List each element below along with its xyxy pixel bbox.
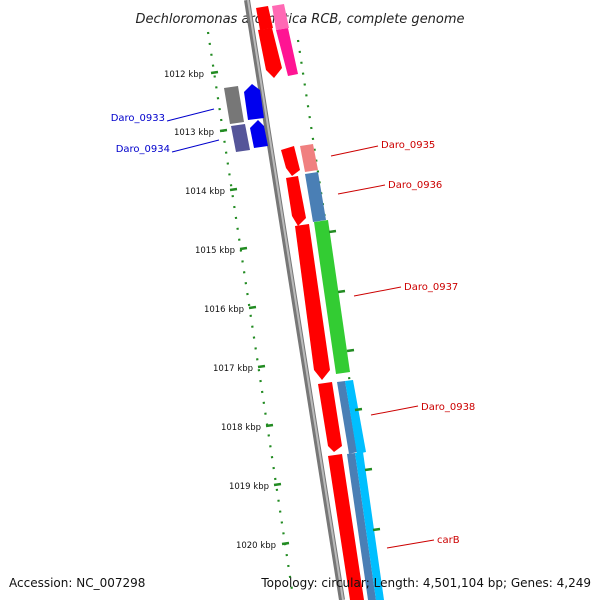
scale-tick-1017 xyxy=(257,364,266,369)
footer-summary: Topology: circular; Length: 4,501,104 bp… xyxy=(260,576,591,590)
gene-block-daro-0938-blue xyxy=(337,381,357,454)
gene-label-daro-0934[interactable]: Daro_0934 xyxy=(116,144,170,155)
leader-line-daro-0936 xyxy=(337,184,386,195)
scale-ticks xyxy=(210,70,290,546)
gene-block-daro-0935-salmon xyxy=(300,144,318,172)
gene-label-daro-0933[interactable]: Daro_0933 xyxy=(111,113,165,124)
scale-tick-1013 xyxy=(219,128,228,133)
gene-arrow-daro-0934 xyxy=(250,120,268,148)
gene-label-daro-0938[interactable]: Daro_0938 xyxy=(421,402,475,413)
gene-block-daro-0934-slate xyxy=(231,124,250,152)
gene-label-daro-0937[interactable]: Daro_0937 xyxy=(404,282,458,293)
scale-label-1016: 1016 kbp xyxy=(204,305,244,315)
leader-line-daro-0935 xyxy=(330,145,379,157)
gc-tick xyxy=(346,348,355,353)
gene-arrow-daro-0938 xyxy=(318,382,342,452)
scale-label-1018: 1018 kbp xyxy=(221,423,261,433)
gene-arrow-daro-0933 xyxy=(244,84,264,120)
scale-label-1020: 1020 kbp xyxy=(236,541,276,551)
gc-tick xyxy=(372,527,381,532)
gene-label-daro-0936[interactable]: Daro_0936 xyxy=(388,180,442,191)
gene-block-daro-0937-green xyxy=(314,220,350,374)
gene-label-daro-0935[interactable]: Daro_0935 xyxy=(381,140,435,151)
scale-tick-1019 xyxy=(273,482,282,487)
leader-line-daro-0934 xyxy=(171,139,220,153)
leader-line-daro-0933 xyxy=(166,108,215,122)
gene-block-top-red-2 xyxy=(256,6,273,30)
genome-backbone-highlight xyxy=(247,0,344,600)
gene-block-top-pink-2 xyxy=(272,4,289,30)
gene-label-carb[interactable]: carB xyxy=(437,535,460,546)
footer-accession: Accession: NC_007298 xyxy=(9,576,145,590)
scale-label-1017: 1017 kbp xyxy=(213,364,253,374)
gene-arrow-top-red xyxy=(258,28,282,78)
gene-block-top-pink xyxy=(276,28,298,76)
scale-tick-1014 xyxy=(229,187,238,192)
leader-line-carb xyxy=(386,539,435,549)
gc-tick xyxy=(328,229,337,234)
gc-tick xyxy=(354,407,363,412)
map-title: Dechloromonas aromatica RCB, complete ge… xyxy=(135,12,464,27)
gc-tick xyxy=(364,467,373,472)
gene-arrow-daro-0937 xyxy=(295,224,330,380)
gene-arrow-daro-0935 xyxy=(281,146,300,176)
scale-tick-1018 xyxy=(265,423,274,428)
gene-arrow-daro-0936 xyxy=(286,176,306,226)
gene-block-carb-cyan xyxy=(355,452,384,600)
gene-block-daro-0933-gray xyxy=(224,86,244,124)
gene-block-carb-blue xyxy=(347,453,376,600)
scale-tick-1020 xyxy=(281,541,290,546)
gene-block-carb-red xyxy=(328,454,364,600)
leader-line-daro-0938 xyxy=(370,405,419,416)
gc-tick xyxy=(337,289,346,294)
gene-block-daro-0938-cyan xyxy=(345,380,366,454)
scale-label-1015: 1015 kbp xyxy=(195,246,235,256)
leader-line-daro-0937 xyxy=(353,286,402,297)
gc-ticks xyxy=(328,229,381,532)
scale-tick-1015 xyxy=(239,246,248,251)
gene-block-daro-0936-blue xyxy=(305,172,326,222)
scale-tick-1012 xyxy=(210,70,219,75)
scale-label-1013: 1013 kbp xyxy=(174,128,214,138)
scale-label-1014: 1014 kbp xyxy=(185,187,225,197)
scale-label-1019: 1019 kbp xyxy=(229,482,269,492)
scale-label-1012: 1012 kbp xyxy=(164,70,204,80)
scale-tick-1016 xyxy=(248,305,257,310)
